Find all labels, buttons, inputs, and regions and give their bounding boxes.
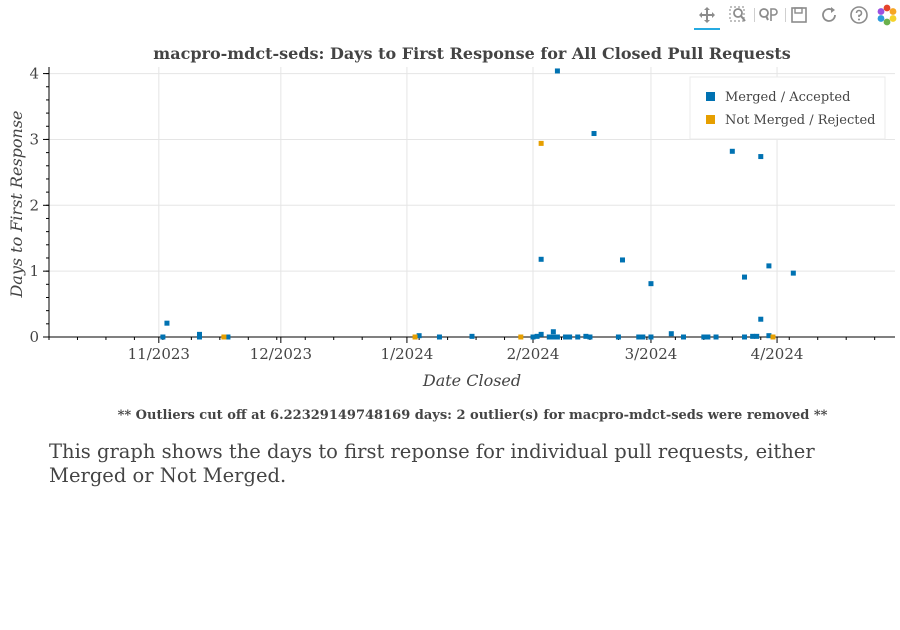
legend-swatch (706, 92, 715, 101)
data-point[interactable] (766, 263, 772, 269)
data-point[interactable] (648, 334, 654, 340)
y-tick-label: 4 (29, 65, 39, 83)
scatter-chart[interactable]: macpro-mdct-seds: Days to First Response… (0, 30, 900, 400)
data-point[interactable] (554, 68, 560, 74)
data-point[interactable] (770, 334, 776, 340)
data-point[interactable] (790, 270, 796, 276)
save-tool-button[interactable] (786, 2, 812, 28)
data-point[interactable] (436, 334, 442, 340)
data-point[interactable] (701, 334, 707, 340)
data-point[interactable] (575, 334, 581, 340)
data-point[interactable] (591, 131, 597, 137)
data-point[interactable] (742, 334, 748, 340)
data-point[interactable] (705, 334, 711, 340)
data-point[interactable] (416, 333, 422, 339)
x-tick-label: 4/2024 (751, 345, 804, 363)
y-axis-label: Days to First Response (7, 110, 26, 298)
data-point[interactable] (518, 334, 524, 340)
data-point[interactable] (538, 140, 544, 146)
save-icon (791, 7, 807, 23)
pan-tool-button[interactable] (694, 2, 720, 30)
data-point[interactable] (587, 334, 593, 340)
data-point[interactable] (636, 334, 642, 340)
data-point[interactable] (563, 334, 569, 340)
data-point[interactable] (225, 334, 231, 340)
data-point[interactable] (412, 334, 418, 340)
data-point[interactable] (640, 334, 646, 340)
box-zoom-icon (729, 6, 746, 22)
data-point[interactable] (196, 331, 202, 337)
data-point[interactable] (164, 320, 170, 326)
data-point[interactable] (554, 334, 560, 340)
data-point[interactable] (550, 334, 556, 340)
toolbar-separator (785, 8, 786, 22)
data-point[interactable] (758, 316, 764, 322)
data-point[interactable] (648, 281, 654, 287)
graph-description: This graph shows the days to first repon… (49, 440, 815, 487)
reset-tool-button[interactable] (816, 2, 842, 28)
y-tick-label: 2 (29, 196, 39, 214)
reset-icon (822, 7, 836, 22)
x-tick-label: 3/2024 (625, 345, 678, 363)
data-point[interactable] (469, 333, 475, 339)
chart-title: macpro-mdct-seds: Days to First Response… (153, 44, 790, 63)
data-point[interactable] (713, 334, 719, 340)
help-icon (850, 6, 868, 24)
legend-label: Not Merged / Rejected (725, 113, 875, 128)
y-tick-label: 1 (29, 262, 39, 280)
legend-swatch (706, 115, 715, 124)
help-tool-button[interactable] (846, 2, 872, 28)
data-point[interactable] (160, 334, 166, 340)
outlier-footnote: ** Outliers cut off at 6.22329149748169 … (117, 408, 828, 423)
bokeh-logo-icon (877, 4, 897, 26)
bokeh-logo-link[interactable] (874, 2, 900, 28)
data-point[interactable] (538, 331, 544, 337)
data-point[interactable] (567, 334, 573, 340)
data-point[interactable] (619, 257, 625, 263)
data-point[interactable] (530, 334, 536, 340)
x-axis-label: Date Closed (422, 371, 521, 390)
data-point[interactable] (729, 148, 735, 154)
box-zoom-tool-button[interactable] (725, 2, 751, 28)
toolbar-separator (754, 8, 755, 22)
data-point[interactable] (681, 334, 686, 340)
data-point[interactable] (615, 334, 621, 340)
data-point[interactable] (583, 333, 589, 339)
x-tick-label: 12/2023 (250, 345, 312, 363)
data-point[interactable] (550, 329, 556, 335)
legend-label: Merged / Accepted (725, 90, 850, 105)
data-point[interactable] (534, 333, 540, 339)
move-icon (699, 7, 715, 23)
data-point[interactable] (742, 274, 748, 280)
data-point[interactable] (221, 334, 227, 340)
x-tick-label: 11/2023 (128, 345, 190, 363)
x-tick-label: 2/2024 (507, 345, 560, 363)
data-point[interactable] (668, 331, 674, 337)
data-point[interactable] (754, 333, 760, 339)
data-point[interactable] (196, 334, 202, 340)
data-point[interactable] (546, 334, 552, 340)
data-point[interactable] (758, 154, 764, 160)
data-point[interactable] (766, 333, 772, 339)
data-point[interactable] (538, 256, 544, 262)
y-tick-label: 3 (29, 130, 39, 148)
data-point[interactable] (750, 333, 756, 339)
plot-toolbar (685, 0, 900, 32)
x-tick-label: 1/2024 (381, 345, 434, 363)
y-tick-label: 0 (29, 328, 39, 346)
wheel-zoom-icon (759, 8, 778, 21)
wheel-zoom-tool-button[interactable] (755, 2, 781, 28)
legend-box (689, 76, 886, 140)
